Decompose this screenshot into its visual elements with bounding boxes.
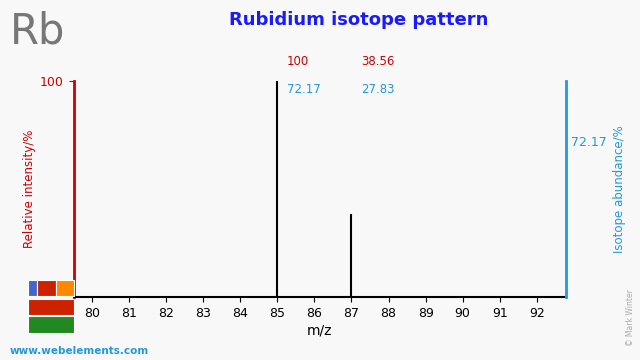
Text: 100: 100: [287, 55, 309, 68]
Text: © Mark Winter: © Mark Winter: [626, 289, 635, 346]
Text: Rubidium isotope pattern: Rubidium isotope pattern: [228, 11, 488, 29]
Y-axis label: Relative intensity/%: Relative intensity/%: [23, 130, 36, 248]
Bar: [28, 316, 74, 333]
Text: 27.83: 27.83: [361, 83, 394, 96]
Text: Rb: Rb: [10, 11, 65, 53]
Text: 38.56: 38.56: [361, 55, 394, 68]
Text: 72.17: 72.17: [287, 83, 321, 96]
Y-axis label: Isotope abundance/%: Isotope abundance/%: [612, 125, 625, 253]
Bar: [28, 280, 37, 296]
Bar: [37, 280, 56, 296]
X-axis label: m/z: m/z: [307, 324, 333, 338]
Bar: [56, 280, 74, 296]
Bar: [28, 298, 74, 315]
Text: www.webelements.com: www.webelements.com: [10, 346, 149, 356]
